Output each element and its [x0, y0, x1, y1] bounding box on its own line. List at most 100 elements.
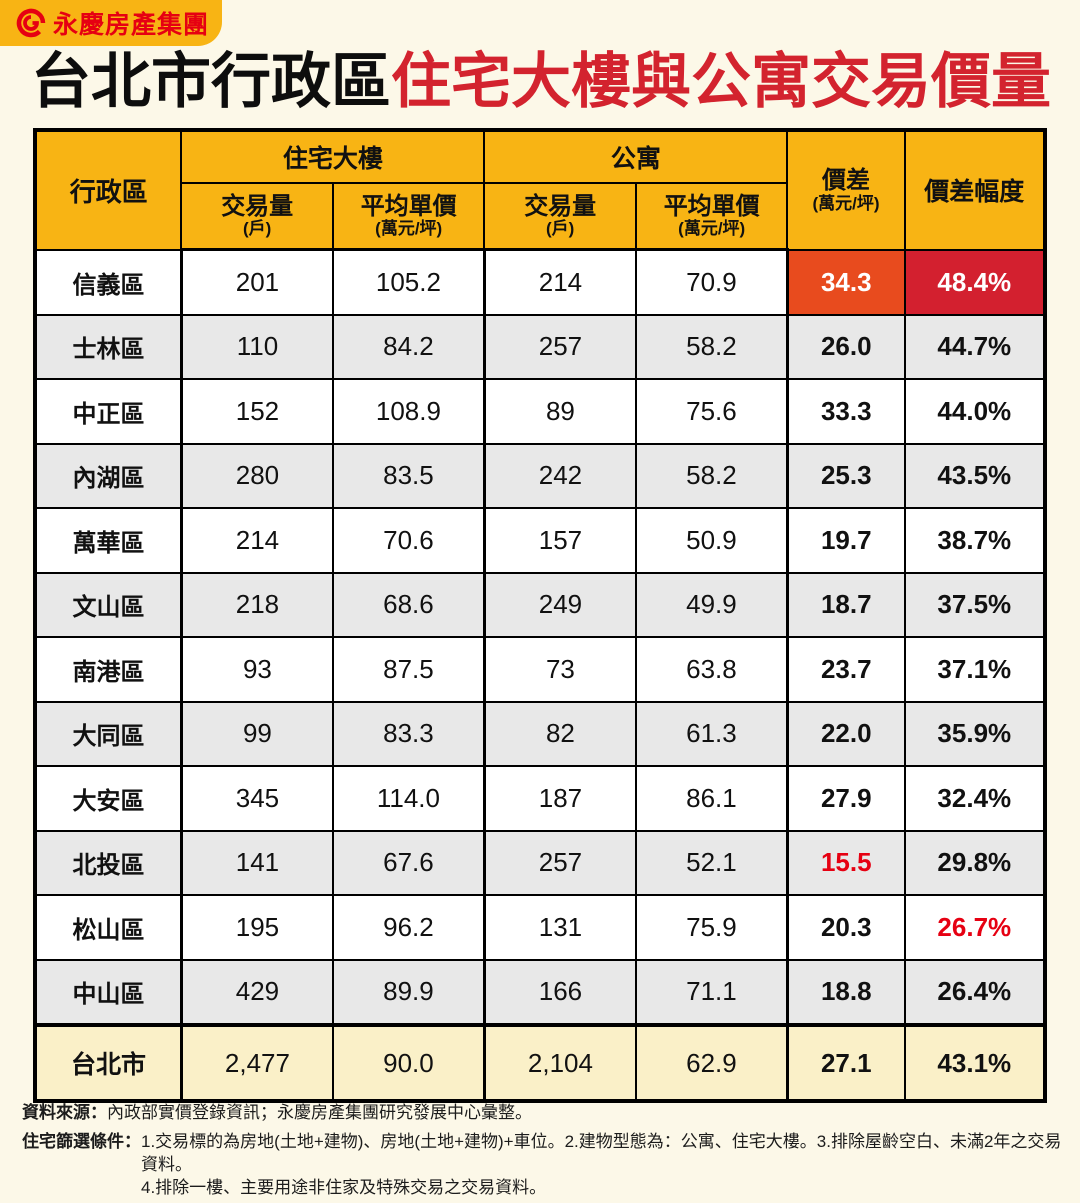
district-cell: 內湖區 — [33, 442, 183, 509]
diff-percent-cell: 26.7% — [903, 894, 1047, 961]
header-group-apartment: 公寓 — [483, 129, 789, 184]
price-diff-cell: 26.0 — [785, 313, 906, 380]
table-row: 內湖區 280 83.5 242 58.2 25.3 43.5% — [33, 442, 1047, 509]
title-black-part: 台北市行政區 — [31, 48, 391, 115]
apartment-price-cell: 71.1 — [634, 958, 789, 1026]
building-volume-cell: 110 — [179, 313, 334, 380]
table-row: 大同區 99 83.3 82 61.3 22.0 35.9% — [33, 700, 1047, 767]
table-row: 萬華區 214 70.6 157 50.9 19.7 38.7% — [33, 507, 1047, 574]
table-total: 台北市 2,477 90.0 2,104 62.9 27.1 43.1% — [33, 1023, 1047, 1102]
header-apartment-volume: 交易量 (戶) — [483, 182, 637, 251]
table-header: 行政區 住宅大樓 公寓 價差 (萬元/坪) 價差幅度 交易量 (戶) 平均單價 … — [33, 129, 1047, 251]
table-row: 大安區 345 114.0 187 86.1 27.9 32.4% — [33, 765, 1047, 832]
district-cell: 文山區 — [33, 571, 183, 638]
apartment-volume-cell: 249 — [482, 571, 637, 638]
total-apartment-price-cell: 62.9 — [634, 1023, 789, 1102]
diff-percent-cell: 48.4% — [903, 248, 1047, 316]
total-building-price-cell: 90.0 — [331, 1023, 486, 1102]
diff-percent-cell: 44.0% — [903, 378, 1047, 445]
apartment-price-cell: 75.9 — [634, 894, 789, 961]
apartment-volume-cell: 257 — [482, 313, 637, 380]
total-building-volume-cell: 2,477 — [179, 1023, 334, 1102]
building-price-cell: 83.3 — [331, 700, 486, 767]
apartment-volume-cell: 82 — [482, 700, 637, 767]
building-volume-cell: 99 — [179, 700, 334, 767]
apartment-volume-cell: 131 — [482, 894, 637, 961]
building-price-cell: 83.5 — [331, 442, 486, 509]
total-price-diff-cell: 27.1 — [785, 1023, 906, 1102]
header-apartment-price: 平均單價 (萬元/坪) — [634, 182, 789, 251]
district-cell: 南港區 — [33, 636, 183, 703]
building-volume-cell: 345 — [179, 765, 334, 832]
building-volume-cell: 214 — [179, 507, 334, 574]
total-district-cell: 台北市 — [33, 1023, 183, 1102]
apartment-volume-cell: 73 — [482, 636, 637, 703]
table-row: 南港區 93 87.5 73 63.8 23.7 37.1% — [33, 636, 1047, 703]
district-cell: 中山區 — [33, 958, 183, 1026]
total-row: 台北市 2,477 90.0 2,104 62.9 27.1 43.1% — [33, 1023, 1047, 1102]
apartment-volume-cell: 257 — [482, 829, 637, 896]
total-diff-percent-cell: 43.1% — [903, 1023, 1047, 1102]
filter-note: 住宅篩選條件： 1.交易標的為房地(土地+建物)、房地(土地+建物)+車位。2.… — [22, 1131, 1062, 1200]
table-row: 松山區 195 96.2 131 75.9 20.3 26.7% — [33, 894, 1047, 961]
header-building-price: 平均單價 (萬元/坪) — [331, 182, 486, 251]
price-volume-table: 行政區 住宅大樓 公寓 價差 (萬元/坪) 價差幅度 交易量 (戶) 平均單價 … — [33, 128, 1047, 1103]
price-diff-cell: 20.3 — [785, 894, 906, 961]
yungching-ring-icon — [16, 8, 46, 38]
table-row: 中山區 429 89.9 166 71.1 18.8 26.4% — [33, 958, 1047, 1026]
price-diff-cell: 23.7 — [785, 636, 906, 703]
brand-logo-badge: 永慶房產集團 — [0, 0, 222, 46]
total-apartment-volume-cell: 2,104 — [482, 1023, 637, 1102]
table-body: 信義區 201 105.2 214 70.9 34.3 48.4% 士林區 11… — [33, 248, 1047, 1026]
price-diff-cell: 15.5 — [785, 829, 906, 896]
apartment-volume-cell: 157 — [482, 507, 637, 574]
building-volume-cell: 93 — [179, 636, 334, 703]
header-building-volume: 交易量 (戶) — [180, 182, 334, 251]
apartment-volume-cell: 89 — [482, 378, 637, 445]
price-diff-cell: 22.0 — [785, 700, 906, 767]
diff-percent-cell: 37.5% — [903, 571, 1047, 638]
table-row: 文山區 218 68.6 249 49.9 18.7 37.5% — [33, 571, 1047, 638]
apartment-price-cell: 75.6 — [634, 378, 789, 445]
apartment-volume-cell: 242 — [482, 442, 637, 509]
building-volume-cell: 195 — [179, 894, 334, 961]
price-diff-cell: 34.3 — [785, 248, 906, 316]
header-price-diff-unit: (萬元/坪) — [812, 193, 880, 213]
title-red-part: 住宅大樓與公寓交易價量 — [391, 48, 1051, 115]
apartment-price-cell: 52.1 — [634, 829, 789, 896]
header-price-diff-label: 價差 — [822, 167, 871, 195]
diff-percent-cell: 38.7% — [903, 507, 1047, 574]
filter-note-text: 1.交易標的為房地(土地+建物)、房地(土地+建物)+車位。2.建物型態為：公寓… — [141, 1131, 1062, 1197]
district-cell: 萬華區 — [33, 507, 183, 574]
header-district: 行政區 — [33, 129, 183, 251]
table-row: 北投區 141 67.6 257 52.1 15.5 29.8% — [33, 829, 1047, 896]
price-diff-cell: 18.8 — [785, 958, 906, 1026]
building-price-cell: 108.9 — [331, 378, 486, 445]
footnotes: 資料來源： 內政部實價登錄資訊；永慶房產集團研究發展中心彙整。 住宅篩選條件： … — [22, 1102, 1062, 1203]
header-price-diff: 價差 (萬元/坪) — [786, 129, 906, 251]
apartment-price-cell: 70.9 — [634, 248, 789, 316]
diff-percent-cell: 37.1% — [903, 636, 1047, 703]
diff-percent-cell: 26.4% — [903, 958, 1047, 1026]
apartment-price-cell: 50.9 — [634, 507, 789, 574]
source-note: 資料來源： 內政部實價登錄資訊；永慶房產集團研究發展中心彙整。 — [22, 1102, 1062, 1125]
price-diff-cell: 19.7 — [785, 507, 906, 574]
district-cell: 中正區 — [33, 378, 183, 445]
source-note-label: 資料來源： — [22, 1103, 107, 1122]
table-row: 士林區 110 84.2 257 58.2 26.0 44.7% — [33, 313, 1047, 380]
district-cell: 信義區 — [33, 248, 183, 316]
building-price-cell: 84.2 — [331, 313, 486, 380]
building-price-cell: 96.2 — [331, 894, 486, 961]
district-cell: 大安區 — [33, 765, 183, 832]
price-diff-cell: 25.3 — [785, 442, 906, 509]
header-group-building: 住宅大樓 — [180, 129, 486, 184]
apartment-price-cell: 58.2 — [634, 442, 789, 509]
building-price-cell: 87.5 — [331, 636, 486, 703]
price-diff-cell: 27.9 — [785, 765, 906, 832]
price-diff-cell: 18.7 — [785, 571, 906, 638]
building-volume-cell: 280 — [179, 442, 334, 509]
brand-logo-text: 永慶房產集團 — [53, 11, 210, 39]
price-diff-cell: 33.3 — [785, 378, 906, 445]
district-cell: 大同區 — [33, 700, 183, 767]
